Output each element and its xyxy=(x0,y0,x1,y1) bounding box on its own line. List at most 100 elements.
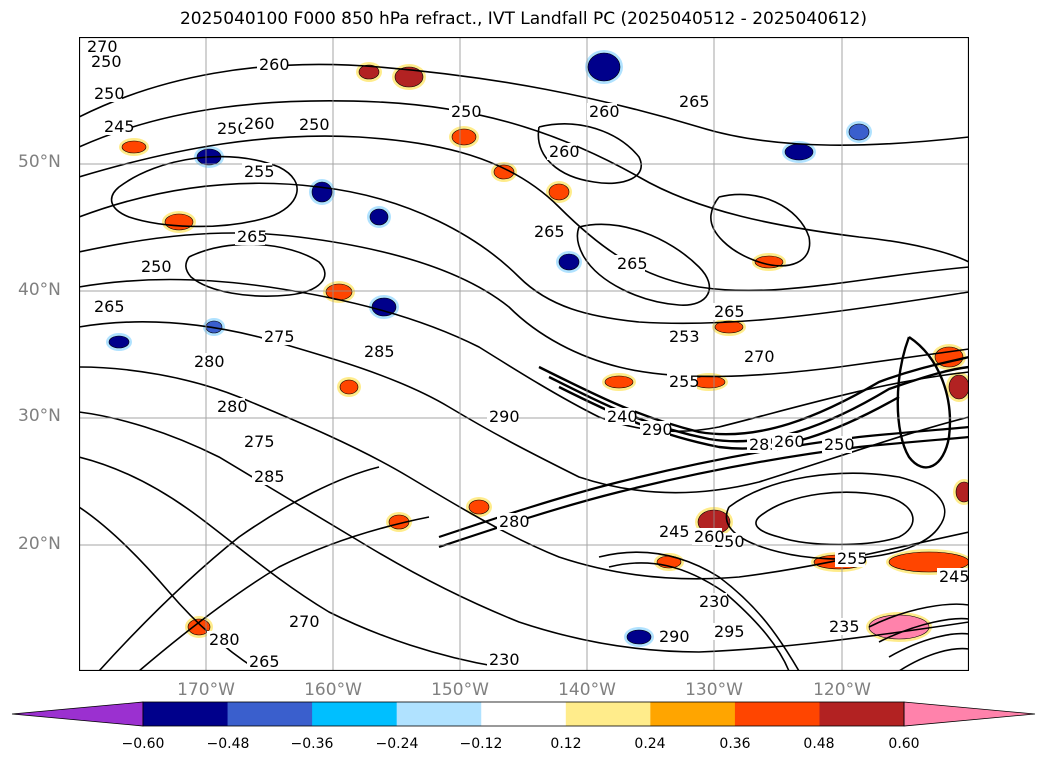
lon-label-170w: 170°W xyxy=(177,680,235,700)
shading-blob xyxy=(451,128,477,146)
contour-label: 270 xyxy=(87,37,118,56)
contour-label: 245 xyxy=(659,522,690,541)
colorbar-segment xyxy=(819,702,905,726)
contour-label: 250 xyxy=(141,257,172,276)
contour-label: 280 xyxy=(499,512,530,531)
contour-label: 285 xyxy=(254,467,285,486)
shading-blob xyxy=(626,629,652,645)
colorbar-tick: −0.60 xyxy=(121,736,165,752)
contour-label: 260 xyxy=(589,102,620,121)
contour-label: 265 xyxy=(679,92,710,111)
shading-blob xyxy=(369,208,389,226)
shading-blob xyxy=(784,143,814,161)
contour-label: 290 xyxy=(659,627,690,646)
contour-label: 265 xyxy=(249,652,280,671)
lon-label-150w: 150°W xyxy=(431,680,489,700)
contour-label: 240 xyxy=(607,407,638,426)
colorbar-tick: −0.12 xyxy=(459,736,503,752)
contour-label: 260 xyxy=(549,142,580,161)
contour-label: 275 xyxy=(264,327,295,346)
lat-label-30: 30°N xyxy=(18,406,61,426)
colorbar-tick: 0.60 xyxy=(888,736,920,752)
colorbar-segment xyxy=(396,702,482,726)
colorbar-extend-high xyxy=(903,701,1036,727)
contour-label: 250 xyxy=(217,119,248,138)
contour-label: 280 xyxy=(217,397,248,416)
contour-label: 230 xyxy=(699,592,730,611)
contour-label: 250 xyxy=(451,102,482,121)
lon-label-120w: 120°W xyxy=(813,680,871,700)
contour-label: 245 xyxy=(104,117,135,136)
colorbar-tick: 0.12 xyxy=(550,736,582,752)
shading-blob xyxy=(311,181,333,203)
contour-label: 260 xyxy=(694,527,725,546)
lat-label-50: 50°N xyxy=(18,152,61,172)
shading-blob xyxy=(108,335,130,349)
contour-label: 270 xyxy=(744,347,775,366)
lon-label-130w: 130°W xyxy=(685,680,743,700)
shading-blob xyxy=(358,64,380,80)
shading-blob xyxy=(948,374,969,400)
shading-blob xyxy=(548,183,570,201)
contour-label: 250 xyxy=(94,84,125,103)
shading-blob xyxy=(604,375,634,389)
lat-label-40: 40°N xyxy=(18,280,61,300)
colorbar-segment xyxy=(565,702,651,726)
contour-label: 280 xyxy=(194,352,225,371)
colorbar-extend-low xyxy=(11,701,144,727)
contour-label: 265 xyxy=(617,254,648,273)
shading-blob xyxy=(164,213,194,231)
shading-blob xyxy=(558,253,580,271)
colorbar xyxy=(11,701,1036,727)
shading-blob xyxy=(493,164,515,180)
shading-blob xyxy=(371,297,397,317)
shading-blob xyxy=(955,481,969,503)
contour-label: 235 xyxy=(829,617,860,636)
contour-label: 290 xyxy=(489,407,520,426)
colorbar-segment xyxy=(312,702,398,726)
shading-blob xyxy=(587,52,621,82)
shading-blob xyxy=(848,123,870,141)
contour-label: 250 xyxy=(91,52,122,71)
contour-label: 265 xyxy=(534,222,565,241)
shading-blob xyxy=(121,140,147,154)
contour-label: 260 xyxy=(774,432,805,451)
contour-label: 265 xyxy=(714,302,745,321)
contour-label: 253 xyxy=(669,327,700,346)
colorbar-segment xyxy=(481,702,567,726)
lon-label-160w: 160°W xyxy=(304,680,362,700)
shading-blob xyxy=(714,320,744,334)
contour-label: 265 xyxy=(94,297,125,316)
map-gridlines xyxy=(79,37,969,671)
shading-blob xyxy=(468,499,490,515)
figure-title: 2025040100 F000 850 hPa refract., IVT La… xyxy=(179,9,867,29)
contour-label: 260 xyxy=(259,55,290,74)
lat-label-20: 20°N xyxy=(18,534,61,554)
contour-label: 295 xyxy=(714,622,745,641)
contour-label: 250 xyxy=(299,115,330,134)
contour-label: 280 xyxy=(209,630,240,649)
colorbar-segment xyxy=(227,702,313,726)
colorbar-tick: 0.48 xyxy=(803,736,835,752)
contour-label: 290 xyxy=(642,420,673,439)
contour-label: 275 xyxy=(244,432,275,451)
contour-label: 270 xyxy=(289,612,320,631)
contour-label: 260 xyxy=(244,114,275,133)
colorbar-segment xyxy=(650,702,736,726)
colorbar-segment xyxy=(143,702,229,726)
contour-lines xyxy=(79,63,969,671)
contour-label: 245 xyxy=(939,567,969,586)
shading-blob xyxy=(339,379,359,395)
shading-blob xyxy=(187,618,211,636)
colorbar-tick: 0.24 xyxy=(634,736,666,752)
colorbar-tick: −0.24 xyxy=(375,736,419,752)
colorbar-tick: −0.36 xyxy=(290,736,334,752)
contour-label: 250 xyxy=(824,435,855,454)
colorbar-tick: −0.48 xyxy=(206,736,250,752)
shading-blob xyxy=(888,551,969,573)
contour-label: 255 xyxy=(837,549,868,568)
contour-label: 230 xyxy=(489,650,520,669)
colorbar-tick: 0.36 xyxy=(719,736,751,752)
